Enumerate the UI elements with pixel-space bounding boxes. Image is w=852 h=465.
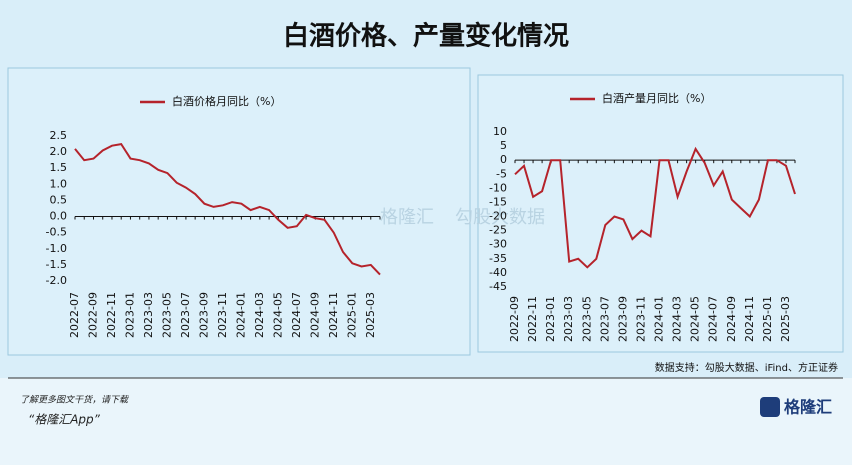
source-note: 数据支持：勾股大数据、iFind、方正证券	[655, 361, 838, 374]
y-tick-label: 1.0	[50, 177, 68, 190]
x-tick-label: 2025-01	[345, 292, 358, 338]
x-tick-label: 2024-07	[290, 292, 303, 338]
watermark: 格隆汇	[380, 207, 434, 228]
footer-background	[0, 378, 852, 465]
y-tick-label: 1.5	[50, 161, 68, 174]
panel	[477, 74, 844, 353]
x-tick-label: 2023-09	[197, 292, 210, 338]
x-tick-label: 2024-09	[725, 296, 738, 342]
y-tick-label: -1.5	[46, 258, 67, 271]
x-tick-label: 2024-11	[743, 296, 756, 342]
watermark: 勾股大数据	[455, 207, 545, 228]
panel	[7, 67, 471, 356]
x-tick-label: 2023-09	[616, 296, 629, 342]
y-tick-label: -25	[489, 224, 507, 237]
y-tick-label: -45	[489, 280, 507, 293]
data-line	[74, 143, 381, 276]
x-tick-label: 2022-11	[105, 292, 118, 338]
logo-icon	[760, 397, 780, 417]
y-tick-label: -1.0	[46, 242, 67, 255]
y-tick-label: -30	[489, 238, 507, 251]
y-tick-label: 0	[500, 153, 507, 166]
x-tick-label: 2023-07	[598, 296, 611, 342]
footer-text: 了解更多图文干货，请下载	[20, 395, 129, 406]
x-tick-label: 2024-07	[707, 296, 720, 342]
y-tick-label: -0.5	[46, 226, 67, 239]
y-tick-label: -10	[489, 181, 507, 194]
x-tick-label: 2023-03	[142, 292, 155, 338]
x-tick-label: 2023-11	[216, 292, 229, 338]
x-tick-label: 2024-03	[671, 296, 684, 342]
y-tick-label: 2.5	[50, 129, 68, 142]
x-tick-label: 2024-11	[327, 292, 340, 338]
y-tick-label: 5	[500, 139, 507, 152]
x-tick-label: 2025-03	[779, 296, 792, 342]
x-tick-label: 2024-09	[308, 292, 321, 338]
page-title: 白酒价格、产量变化情况	[283, 21, 569, 52]
y-tick-label: 2.0	[50, 145, 68, 158]
footer-text: “格隆汇App”	[28, 413, 101, 427]
x-tick-label: 2024-01	[234, 292, 247, 338]
x-tick-label: 2024-05	[689, 296, 702, 342]
y-tick-label: -5	[496, 167, 507, 180]
y-tick-label: 0.0	[50, 210, 68, 223]
x-tick-label: 2024-03	[253, 292, 266, 338]
x-tick-label: 2023-07	[179, 292, 192, 338]
x-tick-label: 2022-07	[68, 292, 81, 338]
legend-label: 白酒产量月同比（%）	[602, 91, 711, 105]
legend-label: 白酒价格月同比（%）	[172, 94, 281, 108]
x-tick-label: 2025-01	[761, 296, 774, 342]
x-tick-label: 2023-03	[562, 296, 575, 342]
y-tick-label: -35	[489, 252, 507, 265]
x-tick-label: 2023-11	[634, 296, 647, 342]
y-tick-label: -40	[489, 266, 507, 279]
logo-text: 格隆汇	[784, 398, 832, 417]
data-line	[514, 146, 796, 269]
x-tick-label: 2024-01	[653, 296, 666, 342]
y-tick-label: 0.5	[50, 193, 68, 206]
y-tick-label: 10	[493, 125, 507, 138]
y-tick-label: -2.0	[46, 274, 67, 287]
x-tick-label: 2023-05	[160, 292, 173, 338]
y-tick-label: -20	[489, 210, 507, 223]
x-tick-label: 2024-05	[271, 292, 284, 338]
x-tick-label: 2022-11	[526, 296, 539, 342]
x-tick-label: 2022-09	[86, 292, 99, 338]
x-tick-label: 2023-05	[580, 296, 593, 342]
x-tick-label: 2025-03	[364, 292, 377, 338]
x-tick-label: 2023-01	[123, 292, 136, 338]
y-tick-label: -15	[489, 195, 507, 208]
x-tick-label: 2023-01	[544, 296, 557, 342]
x-tick-label: 2022-09	[508, 296, 521, 342]
